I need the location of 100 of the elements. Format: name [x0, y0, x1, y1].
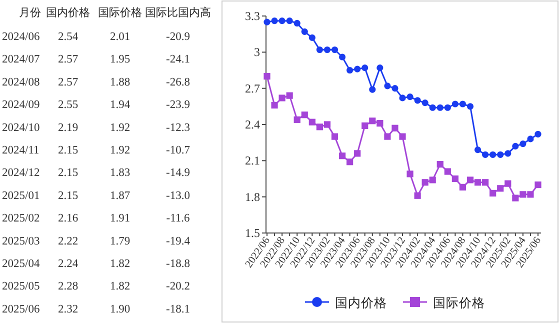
data-label: 1.88 [110, 76, 130, 88]
point [534, 181, 542, 188]
y-tick-label: 3.3 [245, 9, 260, 23]
category-label: 2025/03 [2, 235, 40, 248]
point [504, 150, 512, 157]
data-label: -13.0 [166, 190, 190, 202]
point [459, 100, 466, 108]
category-label: 2025/01 [2, 190, 40, 202]
point [520, 140, 526, 148]
y-tick-label: 1.8 [245, 190, 260, 204]
legend-label: 国际价格 [433, 295, 485, 310]
data-label: 2.28 [58, 280, 78, 293]
y-tick-label: 1.5 [245, 226, 260, 240]
point [474, 179, 482, 186]
point [422, 100, 428, 106]
point [482, 151, 489, 158]
point [399, 133, 406, 140]
point [444, 104, 451, 111]
data-label: 2.22 [58, 235, 78, 248]
point [376, 120, 384, 127]
point [331, 133, 338, 140]
data-label: 1.79 [110, 235, 130, 248]
data-label: -23.9 [166, 99, 190, 112]
category-label: 2024/07 [2, 54, 40, 66]
data-label: 2.15 [58, 167, 78, 180]
data-label: 1.90 [110, 303, 130, 316]
data-label: 1.94 [110, 99, 130, 112]
data-label: -19.4 [166, 235, 190, 248]
point [301, 112, 308, 118]
data-label: -14.9 [166, 167, 190, 180]
point [406, 170, 414, 178]
point [316, 124, 323, 130]
point [422, 179, 428, 186]
point [527, 136, 534, 142]
text: 国内价格 [46, 6, 90, 19]
point [271, 102, 278, 109]
point [338, 54, 346, 60]
point [308, 34, 316, 41]
text: 国际价格 [98, 6, 142, 19]
point [444, 168, 451, 175]
point [414, 97, 421, 104]
data-label: 2.54 [58, 31, 78, 43]
point [384, 82, 391, 90]
point [324, 46, 331, 54]
data-label: -18.8 [166, 258, 190, 270]
point [301, 28, 308, 35]
category-label: 2024/06 [2, 31, 40, 43]
category-label: 2025/05 [2, 280, 40, 293]
point [436, 104, 444, 111]
category-label: 2024/09 [2, 99, 40, 112]
data-label: 2.57 [58, 54, 78, 66]
point [406, 93, 414, 100]
point [392, 124, 398, 132]
point [354, 66, 361, 72]
category-label: 2024/12 [2, 167, 40, 180]
point [520, 191, 526, 198]
point [429, 104, 436, 111]
point [324, 121, 331, 128]
data-label: 1.82 [110, 258, 130, 270]
point [497, 151, 504, 158]
point [414, 192, 421, 199]
data-label: -26.8 [166, 76, 190, 88]
point [362, 64, 368, 72]
point [346, 66, 354, 74]
data-label: 1.87 [110, 190, 130, 202]
point [286, 92, 293, 99]
category-label: 2025/02 [2, 212, 40, 225]
legend-label: 国内价格 [335, 295, 387, 310]
category-label: 2024/11 [2, 144, 40, 156]
point [504, 180, 512, 187]
point [482, 179, 489, 186]
point [452, 100, 458, 108]
y-tick-label: 2.1 [245, 154, 260, 168]
point [436, 160, 444, 168]
point [512, 194, 519, 202]
point [354, 150, 361, 157]
point [278, 94, 286, 102]
data-label: -12.3 [166, 122, 190, 134]
point [459, 184, 466, 190]
point [490, 190, 496, 197]
data-label: -20.9 [166, 31, 190, 43]
data-label: -24.1 [166, 54, 190, 66]
category-label: 2024/10 [2, 122, 40, 134]
data-label: 2.15 [58, 190, 78, 202]
data-label: 2.57 [58, 76, 78, 88]
point [452, 175, 458, 182]
data-label: 1.91 [110, 212, 130, 225]
data-label: 1.83 [110, 167, 130, 180]
point [294, 20, 300, 27]
point [346, 158, 354, 166]
point [369, 118, 376, 124]
y-tick-label: 3 [254, 45, 260, 60]
point [271, 18, 278, 24]
point [490, 151, 496, 158]
point [338, 152, 346, 160]
point [392, 85, 398, 92]
point [264, 72, 270, 80]
text: 月份 [19, 6, 41, 19]
point [286, 18, 293, 24]
point [429, 176, 436, 184]
